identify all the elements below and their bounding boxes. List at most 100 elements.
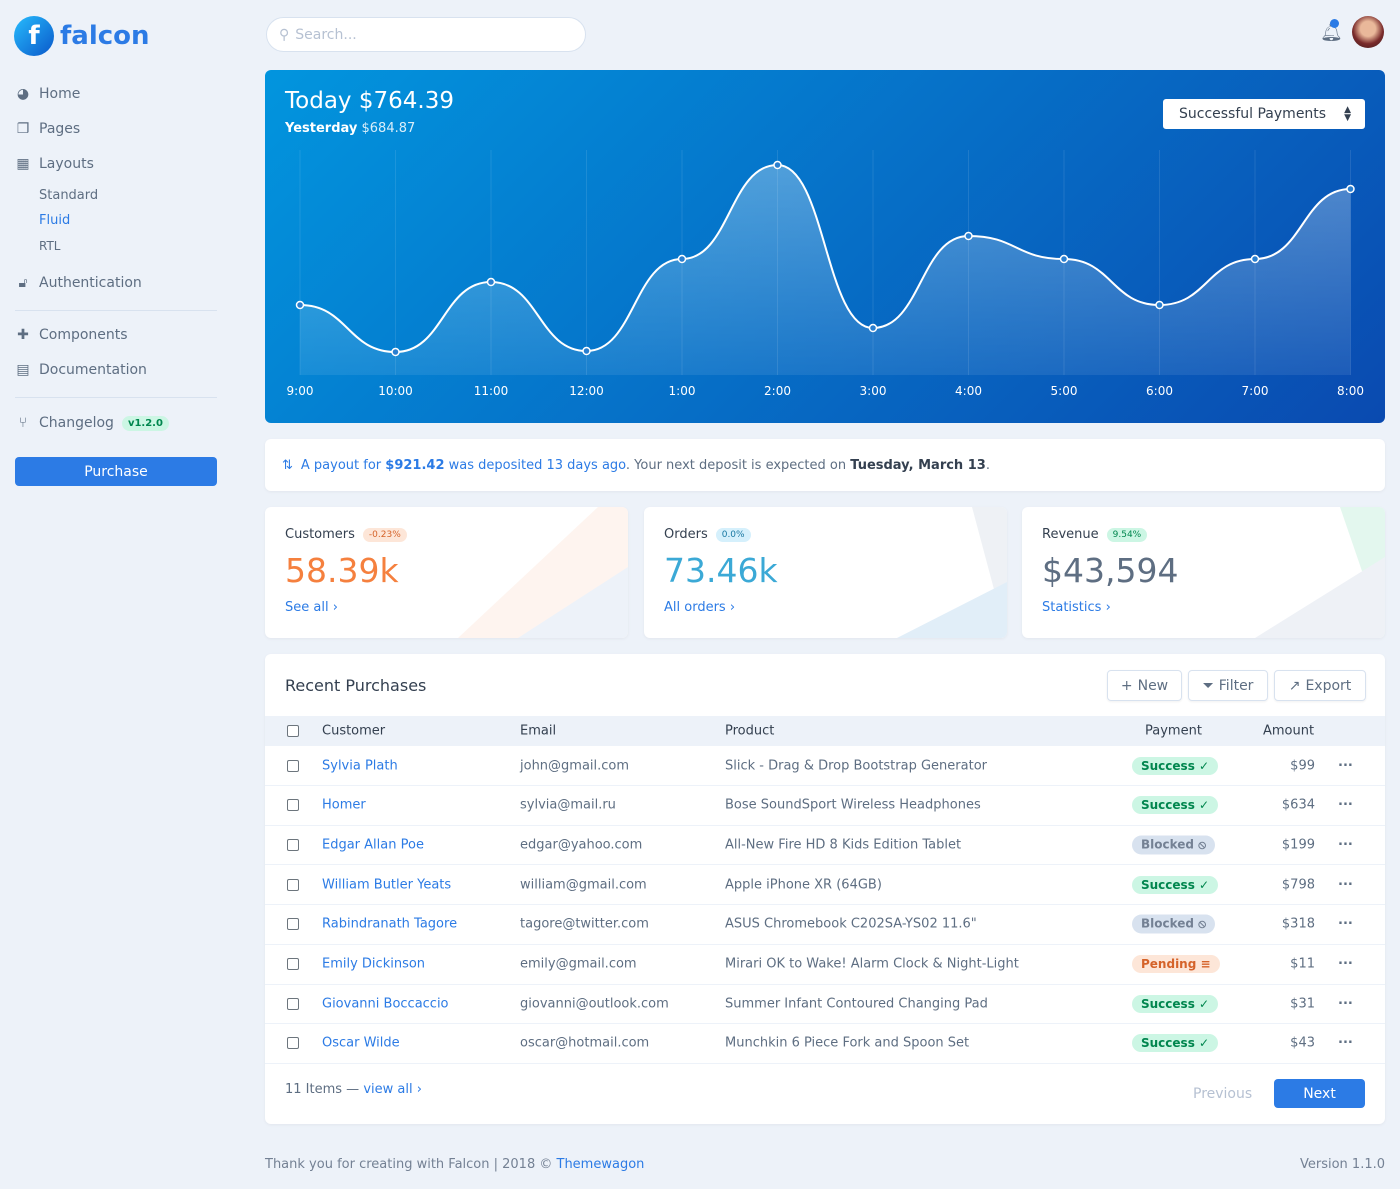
footer-text: Thank you for creating with Falcon | 201… bbox=[265, 1157, 645, 1172]
more-actions-icon[interactable]: ··· bbox=[1338, 877, 1353, 893]
row-checkbox[interactable] bbox=[287, 1037, 299, 1050]
status-icon: ✓ bbox=[1199, 877, 1210, 892]
customer-link[interactable]: Homer bbox=[322, 797, 366, 813]
x-tick-label: 10:00 bbox=[378, 384, 413, 398]
more-actions-icon[interactable]: ··· bbox=[1338, 916, 1353, 932]
amount: $43 bbox=[1290, 1035, 1315, 1051]
col-amount[interactable]: Amount bbox=[1263, 723, 1315, 739]
card-background-shape bbox=[458, 507, 628, 638]
all-orders-link[interactable]: All orders › bbox=[664, 600, 736, 615]
customer-link[interactable]: Emily Dickinson bbox=[322, 956, 426, 972]
row-checkbox[interactable] bbox=[287, 838, 299, 851]
data-point bbox=[964, 231, 973, 241]
row-checkbox[interactable] bbox=[287, 759, 299, 772]
x-tick-label: 4:00 bbox=[955, 384, 982, 398]
x-tick-label: 7:00 bbox=[1242, 384, 1269, 398]
sidebar-item-layouts[interactable]: ▦ Layouts bbox=[15, 156, 94, 172]
sidebar-item-changelog[interactable]: ⑂ Changelog v1.2.0 bbox=[15, 415, 169, 431]
table-row: Oscar Wilde oscar@hotmail.com Munchkin 6… bbox=[265, 1024, 1385, 1064]
x-tick-label: 2:00 bbox=[764, 384, 791, 398]
row-checkbox[interactable] bbox=[287, 997, 299, 1010]
customer-link[interactable]: Edgar Allan Poe bbox=[322, 837, 424, 853]
status-icon: ✓ bbox=[1199, 798, 1210, 813]
customer-link[interactable]: Rabindranath Tagore bbox=[322, 916, 458, 932]
items-count: 11 Items — view all › bbox=[285, 1082, 422, 1097]
today-amount: Today $764.39 bbox=[285, 88, 454, 114]
logo[interactable]: f falcon bbox=[14, 16, 150, 56]
data-point bbox=[1250, 254, 1260, 264]
sidebar-item-documentation[interactable]: ▤ Documentation bbox=[15, 362, 147, 378]
exchange-icon: ⇅ bbox=[282, 457, 293, 473]
row-checkbox[interactable] bbox=[287, 799, 299, 812]
col-customer[interactable]: Customer bbox=[322, 723, 386, 739]
col-email[interactable]: Email bbox=[520, 723, 557, 739]
amount: $199 bbox=[1281, 837, 1315, 853]
select-all-checkbox[interactable] bbox=[287, 725, 299, 737]
row-checkbox[interactable] bbox=[287, 918, 299, 931]
payout-text: A payout for $921.42 was deposited 13 da… bbox=[300, 457, 990, 473]
amount: $318 bbox=[1281, 916, 1315, 932]
data-point bbox=[391, 347, 400, 357]
nav-label: Authentication bbox=[39, 275, 142, 291]
previous-button[interactable]: Previous bbox=[1193, 1086, 1253, 1102]
nav-label: Pages bbox=[39, 121, 81, 137]
customer-link[interactable]: Oscar Wilde bbox=[322, 1035, 400, 1051]
more-actions-icon[interactable]: ··· bbox=[1338, 797, 1353, 813]
status-badge: Success ✓ bbox=[1132, 1034, 1219, 1053]
card-badge: 0.0% bbox=[715, 527, 751, 542]
payment-type-select[interactable]: Successful Payments ▲ ▼ bbox=[1163, 99, 1365, 129]
col-product[interactable]: Product bbox=[725, 723, 775, 739]
customer-link[interactable]: William Butler Yeats bbox=[322, 877, 452, 893]
table-row: Homer sylvia@mail.ru Bose SoundSport Wir… bbox=[265, 786, 1385, 826]
themewagon-link[interactable]: Themewagon bbox=[556, 1157, 645, 1172]
status-badge: Success ✓ bbox=[1132, 796, 1219, 815]
table-row: Emily Dickinson emily@gmail.com Mirari O… bbox=[265, 945, 1385, 985]
view-all-link[interactable]: view all › bbox=[363, 1082, 422, 1097]
falcon-logo-icon: f bbox=[14, 16, 54, 56]
card-value: $43,594 bbox=[1042, 551, 1179, 590]
export-button[interactable]: ↗ Export bbox=[1274, 670, 1366, 701]
row-checkbox[interactable] bbox=[287, 878, 299, 891]
sidebar-sub-fluid[interactable]: Fluid bbox=[39, 213, 71, 228]
row-checkbox[interactable] bbox=[287, 958, 299, 970]
x-tick-label: 6:00 bbox=[1146, 384, 1173, 398]
statistics-link[interactable]: Statistics › bbox=[1042, 600, 1111, 615]
x-tick-label: 12:00 bbox=[569, 384, 604, 398]
card-value: 58.39k bbox=[285, 551, 399, 590]
data-point bbox=[1059, 254, 1069, 264]
next-button[interactable]: Next bbox=[1274, 1079, 1365, 1108]
filter-button[interactable]: ⏷ Filter bbox=[1188, 670, 1268, 701]
sidebar-sub-rtl[interactable]: RTL bbox=[39, 239, 61, 253]
sidebar-item-authentication[interactable]: 🔓︎ Authentication bbox=[15, 275, 142, 291]
sidebar-sub-standard[interactable]: Standard bbox=[39, 188, 99, 203]
customer-link[interactable]: Giovanni Boccaccio bbox=[322, 996, 449, 1012]
table-header: Customer Email Product Payment Amount bbox=[265, 716, 1385, 746]
sidebar-item-components[interactable]: ✚ Components bbox=[15, 327, 127, 343]
more-actions-icon[interactable]: ··· bbox=[1338, 996, 1353, 1012]
product: Bose SoundSport Wireless Headphones bbox=[725, 797, 981, 813]
new-button[interactable]: + New bbox=[1107, 670, 1182, 701]
col-payment[interactable]: Payment bbox=[1145, 723, 1202, 739]
status-badge: Blocked ⦸ bbox=[1132, 914, 1216, 934]
status-icon: ✓ bbox=[1199, 758, 1210, 773]
more-actions-icon[interactable]: ··· bbox=[1338, 758, 1353, 773]
bell-icon[interactable]: 🔔︎ bbox=[1320, 22, 1343, 43]
x-tick-label: 1:00 bbox=[669, 384, 696, 398]
status-icon: ≡ bbox=[1200, 957, 1211, 971]
more-actions-icon[interactable]: ··· bbox=[1338, 837, 1353, 853]
more-actions-icon[interactable]: ··· bbox=[1338, 956, 1353, 972]
search-input[interactable]: ⚲ Search... bbox=[266, 17, 586, 52]
email: william@gmail.com bbox=[520, 877, 647, 893]
section-title: Recent Purchases bbox=[285, 676, 427, 695]
more-actions-icon[interactable]: ··· bbox=[1338, 1035, 1353, 1051]
sidebar-item-home[interactable]: ◕ Home bbox=[15, 86, 80, 102]
external-link-icon: ↗ bbox=[1288, 677, 1301, 694]
avatar[interactable] bbox=[1352, 16, 1384, 48]
customer-link[interactable]: Sylvia Plath bbox=[322, 758, 398, 773]
status-icon: ⦸ bbox=[1198, 837, 1207, 852]
sidebar-divider bbox=[15, 310, 217, 311]
payments-area-chart: 9:00 10:00 11:00 12:00 1:00 2:00 3:00 4:00 5:00 6… bbox=[287, 150, 1364, 398]
sidebar-item-pages[interactable]: ❐ Pages bbox=[15, 121, 80, 137]
purchase-button[interactable]: Purchase bbox=[15, 457, 217, 486]
see-all-link[interactable]: See all › bbox=[285, 600, 338, 615]
